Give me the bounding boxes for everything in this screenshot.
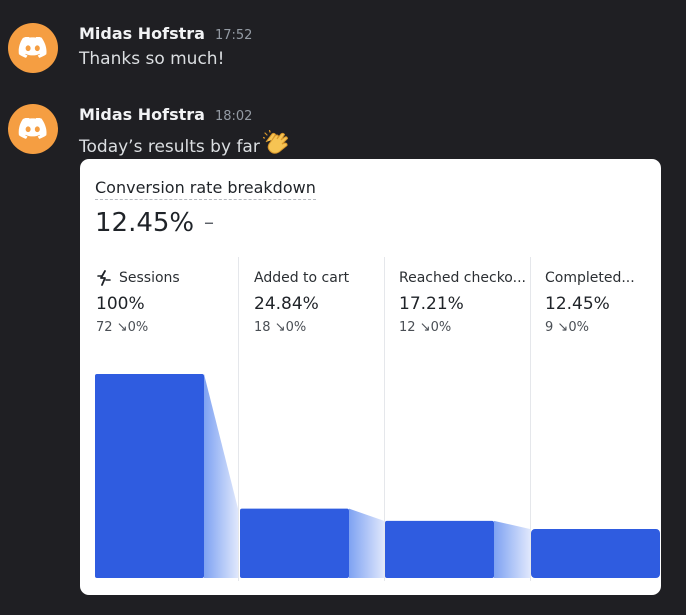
column-divider	[238, 257, 239, 581]
avatar[interactable]	[8, 23, 58, 73]
funnel-bar-2[interactable]	[240, 508, 349, 578]
funnel-flow-3	[494, 520, 530, 578]
step-percent: 100%	[96, 294, 145, 314]
step-count: 72 ↘0%	[96, 320, 231, 335]
timestamp: 18:02	[214, 109, 253, 124]
message-text: Thanks so much!	[79, 49, 225, 69]
author-name[interactable]: Midas Hofstra	[79, 105, 205, 124]
step-count: 9 ↘0%	[545, 320, 661, 335]
funnel-bar-4[interactable]	[531, 529, 660, 578]
step-count-value: 72	[96, 320, 113, 335]
card-title[interactable]: Conversion rate breakdown	[95, 178, 316, 200]
step-count: 12 ↘0%	[399, 320, 534, 335]
funnel-bar-1[interactable]	[95, 374, 204, 578]
funnel-step-sessions: Sessions 100% 72 ↘0%	[96, 269, 231, 336]
trend-down-icon: ↘	[557, 320, 569, 335]
step-label: Sessions	[119, 269, 180, 286]
funnel-flow-2	[349, 508, 384, 578]
avatar[interactable]	[8, 104, 58, 154]
funnel-flow-1	[204, 374, 238, 578]
step-count-value: 18	[254, 320, 271, 335]
step-label: Completed...	[545, 269, 635, 286]
discord-logo-icon	[18, 118, 47, 139]
funnel-bar-3[interactable]	[385, 520, 494, 578]
conversion-card[interactable]: Conversion rate breakdown 12.45% – Sessi…	[80, 159, 661, 595]
message-header: Midas Hofstra 17:52	[79, 24, 252, 43]
rate-trend: –	[204, 210, 214, 234]
timestamp: 17:52	[214, 28, 253, 43]
funnel-step-completed: Completed... 12.45% 9 ↘0%	[545, 269, 661, 336]
clapping-hands-icon	[262, 129, 291, 161]
step-count-value: 9	[545, 320, 554, 335]
step-label: Added to cart	[254, 269, 350, 286]
trend-down-icon: ↘	[419, 320, 431, 335]
conversion-rate: 12.45%	[95, 208, 195, 238]
column-divider	[530, 257, 531, 581]
funnel-chart	[95, 374, 660, 578]
step-percent: 12.45%	[545, 294, 610, 314]
author-name[interactable]: Midas Hofstra	[79, 24, 205, 43]
column-divider	[384, 257, 385, 581]
message-text-content: Today’s results by far	[79, 137, 260, 157]
message-text: Today’s results by far	[79, 129, 291, 161]
step-percent: 17.21%	[399, 294, 464, 314]
funnel-step-reached-checkout: Reached checko... 17.21% 12 ↘0%	[399, 269, 534, 336]
trend-down-icon: ↘	[116, 320, 128, 335]
step-count-value: 12	[399, 320, 416, 335]
step-change: 0%	[127, 320, 149, 335]
step-change: 0%	[430, 320, 452, 335]
step-count: 18 ↘0%	[254, 320, 389, 335]
sessions-icon	[96, 269, 112, 286]
step-label: Reached checko...	[399, 269, 526, 286]
step-change: 0%	[568, 320, 589, 335]
discord-logo-icon	[18, 37, 47, 58]
step-change: 0%	[285, 320, 307, 335]
message-header: Midas Hofstra 18:02	[79, 105, 252, 124]
trend-down-icon: ↘	[274, 320, 286, 335]
step-percent: 24.84%	[254, 294, 319, 314]
funnel-step-added-to-cart: Added to cart 24.84% 18 ↘0%	[254, 269, 389, 336]
